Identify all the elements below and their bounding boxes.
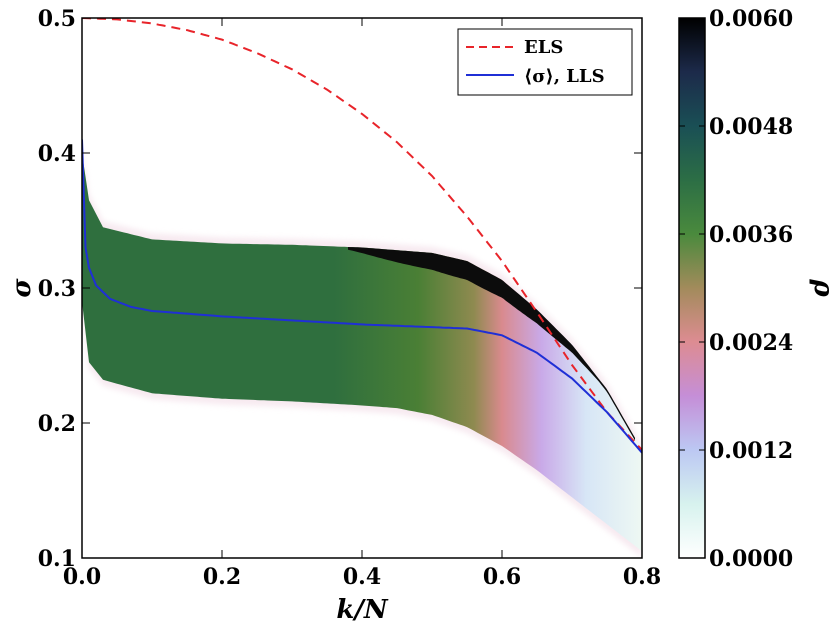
y-tick-label: 0.1 xyxy=(38,546,76,572)
colorbar-tick-label: 0.0060 xyxy=(709,6,793,32)
x-tick-label: 0.4 xyxy=(343,564,381,590)
x-tick-label: 0.6 xyxy=(483,564,521,590)
density-band xyxy=(82,153,642,552)
x-axis-title: k/N xyxy=(336,595,389,625)
legend-els-label: ELS xyxy=(524,37,563,58)
legend-lls-label: ⟨σ⟩, LLS xyxy=(524,66,605,87)
colorbar-tick-label: 0.0012 xyxy=(709,438,793,464)
density-ridge-dark xyxy=(348,247,635,441)
y-tick-label: 0.4 xyxy=(38,141,76,167)
colorbar-tick-label: 0.0024 xyxy=(709,330,793,356)
x-tick-label: 0.8 xyxy=(623,564,661,590)
lls-mean-curve xyxy=(82,139,642,454)
legend: ELS ⟨σ⟩, LLS xyxy=(457,28,633,96)
y-tick-label: 0.5 xyxy=(38,6,76,32)
legend-box xyxy=(457,28,633,96)
y-tick-label: 0.2 xyxy=(38,411,76,437)
colorbar-tick-label: 0.0000 xyxy=(709,546,793,572)
colorbar-ticks: 0.0000 0.0012 0.0024 0.0036 0.0048 0.0060 xyxy=(679,6,793,572)
colorbar-tick-label: 0.0048 xyxy=(709,114,793,140)
y-axis-title: σ xyxy=(7,278,37,298)
colorbar-tick-label: 0.0036 xyxy=(709,222,793,248)
x-tick-label: 0.2 xyxy=(203,564,241,590)
x-axis-ticks: 0.0 0.2 0.4 0.6 0.8 xyxy=(63,18,661,590)
colorbar xyxy=(678,17,706,559)
y-tick-label: 0.3 xyxy=(38,276,76,302)
y-axis-ticks: 0.1 0.2 0.3 0.4 0.5 xyxy=(38,6,642,572)
els-curve xyxy=(82,18,642,451)
colorbar-title: ρ xyxy=(808,278,830,297)
x-tick-label: 0.0 xyxy=(63,564,101,590)
